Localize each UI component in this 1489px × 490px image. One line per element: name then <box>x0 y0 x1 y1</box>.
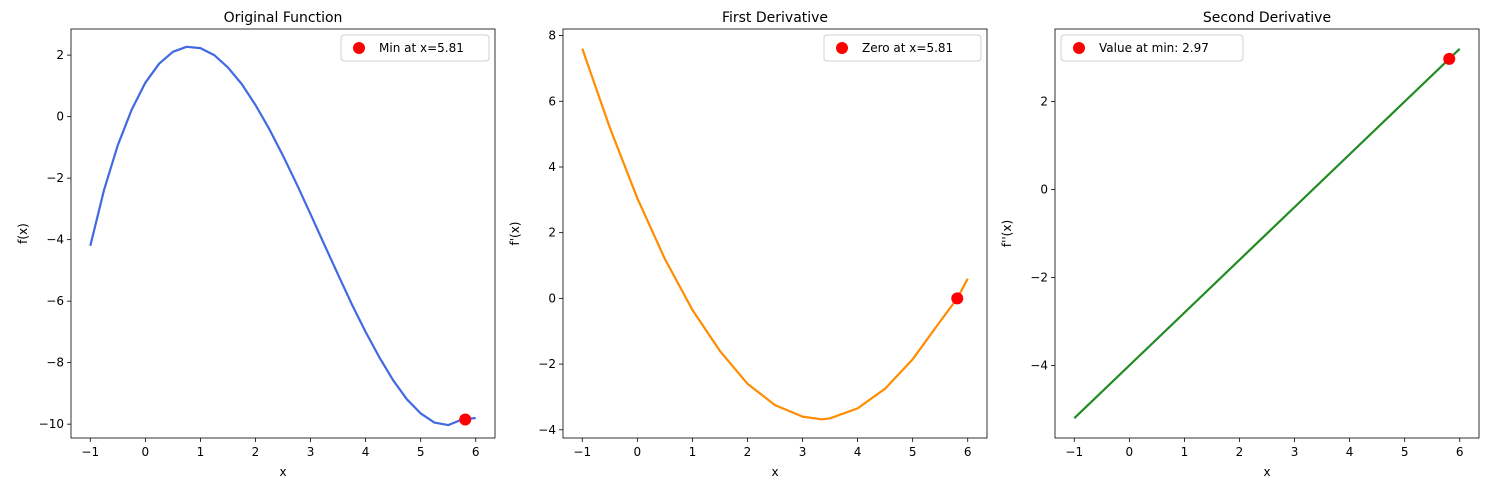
x-tick-label: −1 <box>81 445 99 459</box>
y-axis-label: f(x) <box>16 223 30 244</box>
legend-label: Value at min: 2.97 <box>1099 41 1209 55</box>
x-tick-label: 3 <box>799 445 807 459</box>
y-tick-label: 2 <box>56 48 64 62</box>
x-tick-label: 4 <box>854 445 862 459</box>
x-tick-label: 2 <box>744 445 752 459</box>
y-tick-label: 2 <box>548 226 556 240</box>
y-tick-label: 0 <box>548 291 556 305</box>
series-line <box>581 48 969 421</box>
series-line <box>1073 48 1461 419</box>
marker-point <box>459 413 472 426</box>
y-tick-label: −8 <box>46 356 64 370</box>
y-tick-label: 6 <box>548 94 556 108</box>
axes-frame <box>562 28 988 439</box>
x-tick-label: 6 <box>472 445 480 459</box>
subplot-1: Original Function−1 0 1 2 3 4 5 6−10−8−6−4−202x… <box>16 10 496 479</box>
x-tick-label: 5 <box>1401 445 1409 459</box>
y-tick-label: −6 <box>46 294 64 308</box>
legend-box <box>340 34 490 62</box>
y-tick-label: −4 <box>538 423 556 437</box>
x-tick-label: 1 <box>689 445 697 459</box>
x-tick-label: −1 <box>1065 445 1083 459</box>
x-tick-label: 4 <box>362 445 370 459</box>
x-tick-label: 4 <box>1346 445 1354 459</box>
x-axis-label: x <box>1263 465 1270 479</box>
y-tick-label: −10 <box>39 417 64 431</box>
marker-point <box>1443 52 1456 65</box>
x-tick-label: 1 <box>1181 445 1189 459</box>
legend-marker <box>1073 42 1085 54</box>
legend-box <box>823 34 982 62</box>
legend-box <box>1060 34 1244 62</box>
subplot-3: Second Derivative −1 0 1 2 3 4 5 6 −4 −2 0 2 x f''(x) V… <box>1000 10 1480 479</box>
legend-marker <box>353 42 365 54</box>
y-tick-label: 2 <box>1040 95 1048 109</box>
y-tick-label: 0 <box>56 110 64 124</box>
chart-title: First Derivative <box>722 10 828 26</box>
x-tick-label: 0 <box>634 445 642 459</box>
marker-point <box>951 292 964 305</box>
x-tick-label: 6 <box>964 445 972 459</box>
x-tick-label: 2 <box>252 445 260 459</box>
axes-frame <box>70 28 496 439</box>
legend-label: Zero at x=5.81 <box>862 41 953 55</box>
legend: Min at x=5.81 <box>340 34 490 62</box>
subplot-2: First Derivative −1 0 1 2 3 4 5 6 −4 −2 0 2 4 6 8 x f'(x)… <box>508 10 988 479</box>
y-tick-label: 8 <box>548 29 556 43</box>
y-axis-label: f'(x) <box>508 222 522 246</box>
x-tick-label: 0 <box>1126 445 1134 459</box>
x-tick-label: −1 <box>573 445 591 459</box>
x-tick-label: 1 <box>197 445 205 459</box>
y-tick-label: −4 <box>1030 358 1048 372</box>
x-tick-label: 5 <box>417 445 425 459</box>
x-tick-label: 0 <box>142 445 150 459</box>
chart-title: Second Derivative <box>1203 10 1331 26</box>
legend-label: Min at x=5.81 <box>379 41 464 55</box>
legend-marker <box>836 42 848 54</box>
legend: Value at min: 2.97 <box>1060 34 1244 62</box>
y-tick-label: −4 <box>46 233 64 247</box>
axes-frame <box>1054 28 1480 439</box>
series-line <box>89 45 476 427</box>
x-tick-label: 3 <box>307 445 315 459</box>
y-tick-label: −2 <box>538 357 556 371</box>
x-tick-label: 5 <box>909 445 917 459</box>
y-tick-label: 0 <box>1040 183 1048 197</box>
y-tick-label: −2 <box>46 171 64 185</box>
y-tick-label: 4 <box>548 160 556 174</box>
chart-title: Original Function <box>224 10 343 26</box>
y-tick-label: −2 <box>1030 270 1048 284</box>
x-tick-label: 6 <box>1456 445 1464 459</box>
x-axis-label: x <box>771 465 778 479</box>
x-tick-label: 2 <box>1236 445 1244 459</box>
x-axis-label: x <box>279 465 286 479</box>
x-tick-label: 3 <box>1291 445 1299 459</box>
legend: Zero at x=5.81 <box>823 34 982 62</box>
y-axis-label: f''(x) <box>1000 220 1014 247</box>
